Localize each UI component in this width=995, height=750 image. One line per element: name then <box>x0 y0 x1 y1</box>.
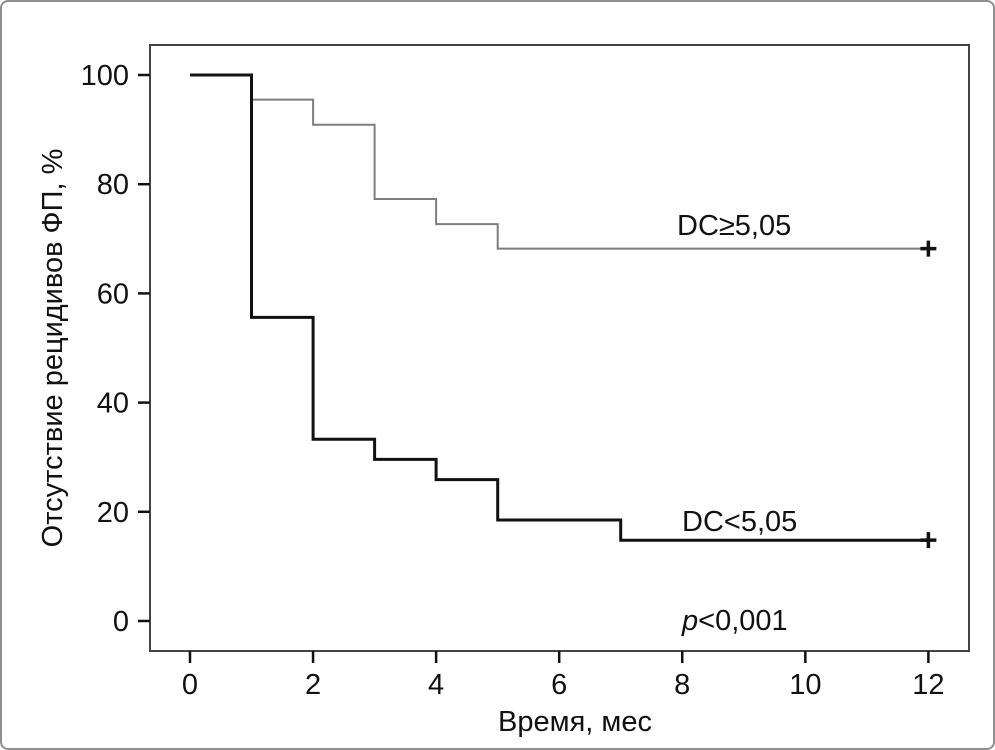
x-tick-label: 6 <box>551 669 567 701</box>
x-tick-label: 2 <box>305 669 321 701</box>
x-tick-label: 4 <box>428 669 444 701</box>
x-tick-label: 12 <box>912 669 944 701</box>
series-layer <box>190 73 937 549</box>
series-label-upper: DC≥5,05 <box>677 210 791 242</box>
p-value-rest: <0,001 <box>698 605 788 637</box>
censor-mark <box>920 532 937 549</box>
y-tick-label: 40 <box>97 388 129 420</box>
x-tick-label: 10 <box>789 669 821 701</box>
y-axis-title: Отсутствие рецидивов ФП, % <box>37 149 69 548</box>
y-tick-label: 80 <box>97 169 129 201</box>
series-label-lower: DC<5,05 <box>682 506 797 538</box>
y-tick-label: 60 <box>97 278 129 310</box>
y-tick-label: 100 <box>81 60 129 92</box>
x-axis-ticks: 0 2 4 6 8 10 12 <box>182 651 945 701</box>
survival-curve-1 <box>190 73 929 542</box>
p-value-prefix: p <box>681 605 698 637</box>
y-tick-label: 20 <box>97 497 129 529</box>
y-axis-ticks: 100 80 60 40 20 0 <box>81 60 150 638</box>
p-value-label: p<0,001 <box>681 605 788 637</box>
plot-frame <box>149 44 970 652</box>
y-tick-label: 0 <box>113 606 129 638</box>
censor-mark <box>920 240 937 257</box>
x-axis-title: Время, мес <box>498 706 652 738</box>
x-tick-label: 0 <box>182 669 198 701</box>
survival-curve-0 <box>190 74 929 250</box>
x-tick-label: 8 <box>674 669 690 701</box>
